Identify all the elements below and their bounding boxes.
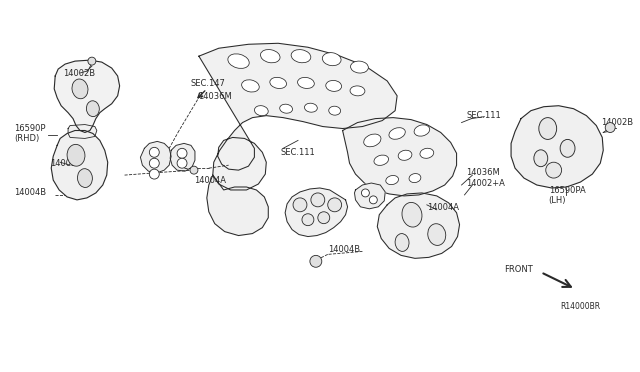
Text: SEC.147: SEC.147 — [191, 80, 226, 89]
Ellipse shape — [255, 106, 268, 116]
Circle shape — [311, 193, 324, 207]
Circle shape — [362, 189, 369, 197]
Text: 16590P
(RHD): 16590P (RHD) — [15, 124, 46, 143]
Text: 14036M: 14036M — [198, 92, 232, 101]
Polygon shape — [140, 141, 171, 173]
Ellipse shape — [72, 79, 88, 99]
Ellipse shape — [67, 144, 85, 166]
Text: 14036M: 14036M — [467, 168, 500, 177]
Ellipse shape — [329, 106, 340, 115]
Circle shape — [302, 214, 314, 226]
Text: 14004B: 14004B — [328, 245, 360, 254]
Ellipse shape — [326, 80, 342, 92]
Circle shape — [328, 198, 342, 212]
Circle shape — [149, 147, 159, 157]
Ellipse shape — [305, 103, 317, 112]
Text: R14000BR: R14000BR — [561, 302, 601, 311]
Polygon shape — [51, 131, 108, 200]
Text: 14004A: 14004A — [194, 176, 226, 185]
Ellipse shape — [539, 118, 557, 140]
Polygon shape — [355, 183, 385, 209]
Ellipse shape — [402, 202, 422, 227]
Circle shape — [190, 166, 198, 174]
Ellipse shape — [420, 148, 434, 158]
Ellipse shape — [374, 155, 388, 166]
Ellipse shape — [260, 49, 280, 63]
Circle shape — [605, 122, 615, 132]
Ellipse shape — [414, 125, 429, 136]
Ellipse shape — [428, 224, 445, 246]
Text: 14004A: 14004A — [427, 203, 459, 212]
Polygon shape — [285, 188, 348, 237]
Circle shape — [293, 198, 307, 212]
Ellipse shape — [270, 77, 287, 89]
Polygon shape — [511, 106, 604, 188]
Circle shape — [88, 57, 96, 65]
Polygon shape — [170, 143, 195, 171]
Text: 14004B: 14004B — [15, 189, 47, 198]
Ellipse shape — [398, 150, 412, 160]
Ellipse shape — [323, 52, 341, 66]
Text: 14002+A: 14002+A — [467, 179, 506, 187]
Ellipse shape — [534, 150, 548, 167]
Ellipse shape — [409, 174, 421, 183]
Ellipse shape — [364, 134, 381, 147]
Polygon shape — [54, 60, 120, 132]
Ellipse shape — [291, 49, 311, 63]
Circle shape — [369, 196, 378, 204]
Circle shape — [318, 212, 330, 224]
Polygon shape — [342, 118, 456, 196]
Text: 14002B: 14002B — [63, 68, 95, 77]
Polygon shape — [68, 125, 97, 138]
Ellipse shape — [86, 101, 99, 116]
Ellipse shape — [350, 86, 365, 96]
Polygon shape — [378, 193, 460, 258]
Ellipse shape — [386, 176, 399, 185]
Ellipse shape — [280, 104, 292, 113]
Ellipse shape — [242, 80, 259, 92]
Ellipse shape — [395, 234, 409, 251]
Text: SEC.111: SEC.111 — [280, 148, 315, 157]
Ellipse shape — [389, 128, 405, 139]
Ellipse shape — [228, 54, 249, 68]
Ellipse shape — [77, 169, 92, 187]
Text: 16590PA
(LH): 16590PA (LH) — [548, 186, 586, 205]
Circle shape — [149, 158, 159, 168]
Text: SEC.111: SEC.111 — [467, 111, 501, 120]
Ellipse shape — [298, 77, 314, 89]
Text: 14002B: 14002B — [601, 118, 634, 127]
Ellipse shape — [560, 140, 575, 157]
Ellipse shape — [351, 61, 369, 73]
Text: FRONT: FRONT — [504, 265, 533, 274]
Polygon shape — [199, 43, 397, 190]
Circle shape — [149, 169, 159, 179]
Circle shape — [177, 148, 187, 158]
Text: 14002: 14002 — [51, 159, 77, 168]
Polygon shape — [207, 175, 268, 235]
Circle shape — [546, 162, 562, 178]
Circle shape — [310, 255, 322, 267]
Circle shape — [177, 158, 187, 168]
